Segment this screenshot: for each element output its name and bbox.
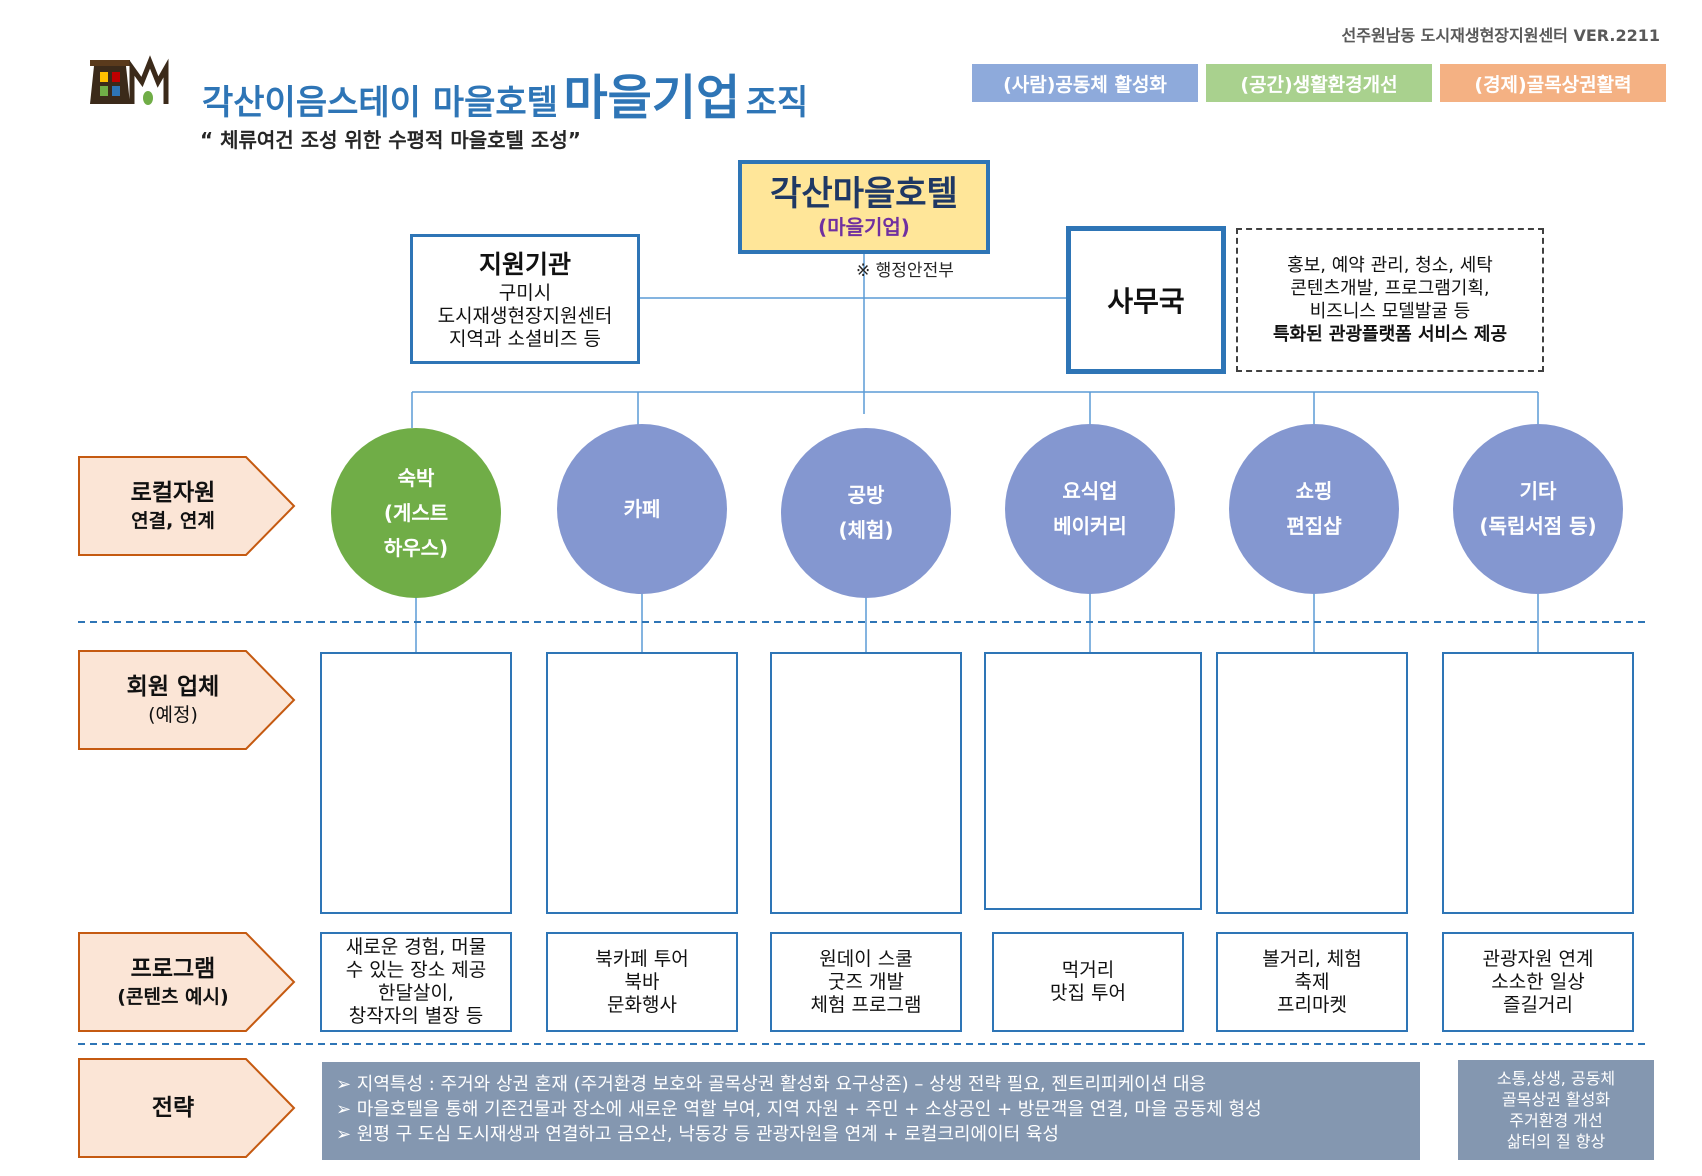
program-line: 먹거리	[1061, 959, 1115, 981]
program-line: 새로운 경험, 머물	[345, 936, 487, 958]
title-part2: 마을기업	[563, 70, 741, 126]
service-line: 홍보, 예약 관리, 청소, 세탁	[1287, 255, 1493, 276]
badge-economy: (경제)골목상권활력	[1440, 64, 1666, 102]
row-arrow-shape	[78, 932, 296, 1032]
support-title: 지원기관	[478, 249, 571, 279]
unit-label: 편집샵	[1286, 514, 1342, 538]
row-label-main: 로컬자원	[130, 480, 216, 506]
unit-label: 요식업	[1062, 479, 1118, 503]
program-box-cafe: 북카페 투어 북바 문화행사	[546, 932, 738, 1032]
program-line: 원데이 스쿨	[819, 947, 913, 970]
program-line: 창작자의 별장 등	[348, 1005, 484, 1027]
service-line: 콘텐츠개발, 프로그램기획,	[1290, 278, 1490, 299]
ministry-note: ※ 행정안전부	[856, 261, 954, 281]
goal-line: 삶터의 질 향상	[1506, 1132, 1606, 1151]
unit-circle-workshop: 공방 (체험)	[781, 428, 951, 598]
row-label-main: 전략	[151, 1095, 195, 1121]
office-box: 사무국	[1066, 226, 1226, 374]
hq-title: 각산마을호텔	[770, 174, 958, 214]
badge-space: (공간)생활환경개선	[1206, 64, 1432, 102]
unit-circle-food: 요식업 베이커리	[1005, 424, 1175, 594]
program-line: 북바	[624, 970, 660, 993]
member-box-food	[984, 652, 1202, 910]
program-line: 수 있는 장소 제공	[345, 959, 487, 981]
version-label: 선주원남동 도시재생현장지원센터 VER.2211	[1341, 26, 1660, 45]
service-box: 홍보, 예약 관리, 청소, 세탁 콘텐츠개발, 프로그램기획, 비즈니스 모델…	[1236, 228, 1544, 372]
unit-label: 베이커리	[1053, 514, 1127, 538]
program-box-food: 먹거리 맛집 투어	[992, 932, 1184, 1032]
unit-label: 공방	[847, 483, 885, 507]
strategy-line: ➢ 원평 구 도심 도시재생과 연결하고 금오산, 낙동강 등 관광자원을 연계…	[336, 1124, 1059, 1145]
row-arrow-shape	[78, 1058, 296, 1158]
logo-icon	[86, 52, 170, 110]
row-label-local: 로컬자원 연결, 연계	[78, 456, 296, 556]
badge-people: (사람)공동체 활성화	[972, 64, 1198, 102]
program-line: 굿즈 개발	[828, 970, 904, 993]
unit-label: 기타	[1519, 479, 1557, 503]
program-line: 소소한 일상	[1491, 970, 1585, 993]
goal-line: 주거환경 개선	[1509, 1111, 1603, 1130]
unit-circle-cafe: 카페	[557, 424, 727, 594]
unit-label: 카페	[623, 496, 661, 521]
goals-box: 소통,상생, 공동체 골목상권 활성화 주거환경 개선 삶터의 질 향상	[1458, 1060, 1654, 1160]
program-box-lodging: 새로운 경험, 머물 수 있는 장소 제공 한달살이, 창작자의 별장 등	[320, 932, 512, 1032]
program-line: 관광자원 연계	[1482, 947, 1594, 970]
strategy-box: ➢ 지역특성 : 주거와 상권 혼재 (주거환경 보호와 골목상권 활성화 요구…	[322, 1062, 1420, 1160]
row-label-sub: (콘텐츠 예시)	[117, 986, 229, 1008]
hq-box: 각산마을호텔 (마을기업)	[738, 160, 990, 254]
service-line: 비즈니스 모델발굴 등	[1309, 301, 1471, 322]
member-box-lodging	[320, 652, 512, 914]
row-label-sub: (예정)	[148, 704, 198, 726]
program-line: 볼거리, 체험	[1262, 947, 1362, 970]
member-box-other	[1442, 652, 1634, 914]
program-line: 문화행사	[607, 993, 677, 1016]
hq-subtitle: (마을기업)	[818, 215, 910, 239]
member-box-workshop	[770, 652, 962, 914]
support-line: 도시재생현장지원센터	[437, 304, 613, 327]
strategy-line: ➢ 마을호텔을 통해 기존건물과 장소에 새로운 역할 부여, 지역 자원 + …	[336, 1099, 1262, 1120]
row-label-sub: 연결, 연계	[131, 510, 215, 532]
row-label-main: 프로그램	[130, 956, 216, 982]
program-line: 프리마켓	[1277, 993, 1347, 1016]
unit-circle-lodging: 숙박 (게스트 하우스)	[331, 428, 501, 598]
program-line: 체험 프로그램	[810, 993, 922, 1016]
support-org-box: 지원기관 구미시 도시재생현장지원센터 지역과 소셜비즈 등	[410, 234, 640, 364]
row-arrow-shape	[78, 456, 296, 556]
support-line: 구미시	[498, 281, 552, 304]
goal-line: 골목상권 활성화	[1501, 1090, 1611, 1109]
unit-label: (게스트	[383, 500, 449, 525]
strategy-line: ➢ 지역특성 : 주거와 상권 혼재 (주거환경 보호와 골목상권 활성화 요구…	[336, 1074, 1207, 1095]
member-box-cafe	[546, 652, 738, 914]
row-label-strategy: 전략	[78, 1058, 296, 1158]
title-part3: 조직	[745, 83, 809, 123]
program-box-other: 관광자원 연계 소소한 일상 즐길거리	[1442, 932, 1634, 1032]
page-subtitle: “ 체류여건 조성 위한 수평적 마을호텔 조성”	[200, 128, 581, 152]
support-line: 지역과 소셜비즈 등	[449, 327, 601, 350]
program-line: 한달살이,	[378, 982, 454, 1004]
program-line: 맛집 투어	[1050, 982, 1126, 1004]
row-label-main: 회원 업체	[126, 674, 220, 700]
unit-label: (체험)	[838, 518, 894, 542]
member-box-shopping	[1216, 652, 1408, 914]
program-line: 북카페 투어	[595, 947, 689, 970]
program-line: 즐길거리	[1503, 993, 1573, 1016]
row-arrow-shape	[78, 650, 296, 750]
row-label-members: 회원 업체 (예정)	[78, 650, 296, 750]
program-line: 축제	[1294, 970, 1330, 993]
unit-label: 쇼핑	[1295, 479, 1333, 503]
unit-label: 하우스)	[383, 535, 449, 560]
row-label-programs: 프로그램 (콘텐츠 예시)	[78, 932, 296, 1032]
page-title: 각산이음스테이 마을호텔 마을기업 조직	[202, 58, 808, 128]
title-part1: 각산이음스테이 마을호텔	[202, 83, 558, 123]
unit-label: (독립서점 등)	[1479, 514, 1597, 538]
service-line-highlight: 특화된 관광플랫폼 서비스 제공	[1272, 324, 1508, 345]
program-box-workshop: 원데이 스쿨 굿즈 개발 체험 프로그램	[770, 932, 962, 1032]
unit-label: 숙박	[397, 465, 435, 490]
program-box-shopping: 볼거리, 체험 축제 프리마켓	[1216, 932, 1408, 1032]
unit-circle-other: 기타 (독립서점 등)	[1453, 424, 1623, 594]
goal-line: 소통,상생, 공동체	[1496, 1069, 1616, 1088]
unit-circle-shopping: 쇼핑 편집샵	[1229, 424, 1399, 594]
